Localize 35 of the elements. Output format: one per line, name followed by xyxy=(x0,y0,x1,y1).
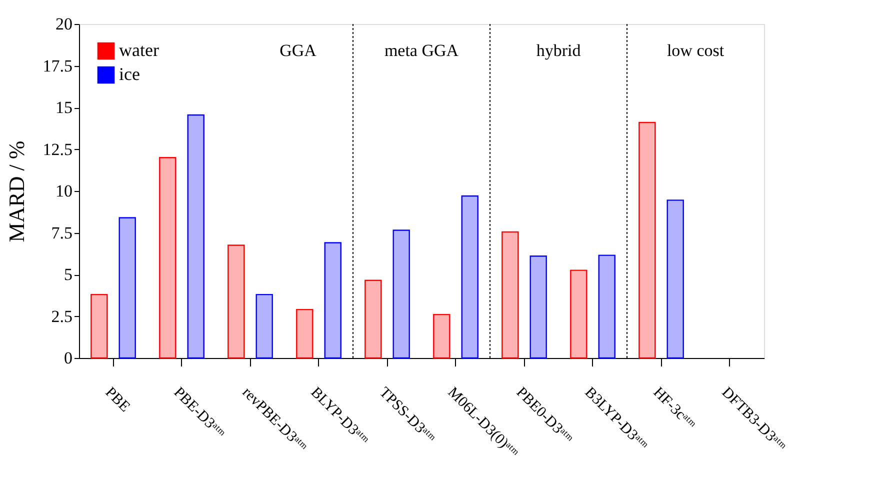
y-tick-label: 7.5 xyxy=(51,223,72,242)
y-tick-label: 20 xyxy=(56,14,72,34)
x-tick-label: PBE xyxy=(102,384,133,416)
y-tick-label: 15 xyxy=(56,98,72,117)
legend-label: ice xyxy=(119,64,140,84)
bar xyxy=(159,157,176,359)
annotation: low cost xyxy=(666,41,724,60)
bar xyxy=(296,308,314,359)
y-tick-label: 2.5 xyxy=(51,306,72,326)
bar xyxy=(90,294,108,359)
y-axis-title: MARD / % xyxy=(4,140,29,242)
bar xyxy=(570,270,588,359)
bar xyxy=(433,314,450,359)
bar xyxy=(324,242,342,359)
annotation: hybrid xyxy=(536,41,582,60)
bar xyxy=(187,114,204,359)
y-tick-label: 0 xyxy=(64,348,72,368)
bar xyxy=(228,244,245,359)
y-tick-label: 17.5 xyxy=(42,56,72,76)
bar xyxy=(638,122,656,359)
annotation: meta GGA xyxy=(384,41,460,60)
y-tick-label: 12.5 xyxy=(42,140,72,159)
annotation: GGA xyxy=(280,41,318,60)
bar xyxy=(666,200,684,359)
bar xyxy=(118,217,136,359)
bar xyxy=(364,280,382,359)
y-tick-label: 5 xyxy=(64,265,72,284)
bar xyxy=(530,256,547,359)
bar xyxy=(461,195,478,359)
bar xyxy=(598,254,616,359)
bar xyxy=(392,230,410,359)
bar xyxy=(256,294,273,359)
bar xyxy=(502,231,519,359)
y-tick-label: 10 xyxy=(56,182,72,200)
legend-label: water xyxy=(119,40,159,60)
